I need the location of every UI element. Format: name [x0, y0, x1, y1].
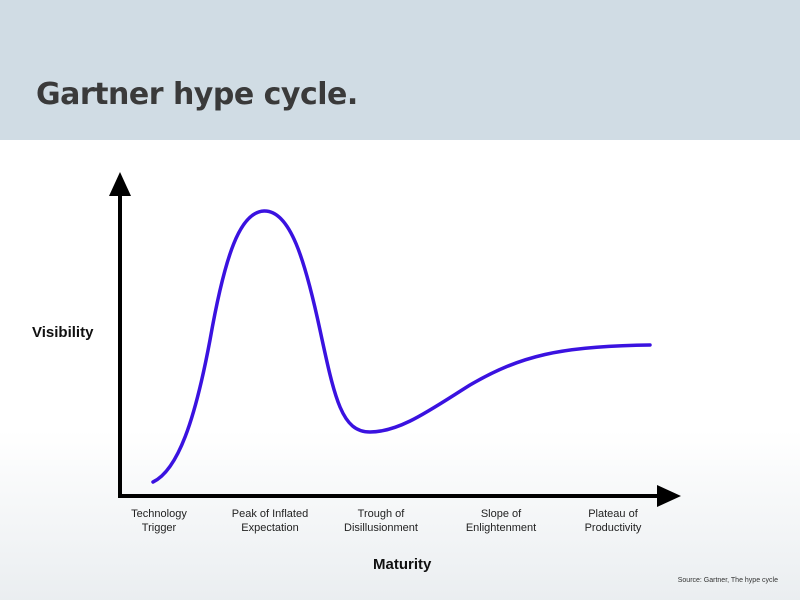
y-axis-arrowhead [109, 172, 131, 196]
x-axis-label: Maturity [373, 556, 432, 573]
phase-label-line: Trough of [357, 508, 405, 520]
slide-title: Gartner hype cycle. [36, 77, 358, 112]
phase-label-line: Productivity [584, 522, 642, 534]
phase-label-plateau: Plateau of Productivity [553, 507, 673, 535]
phase-label-line: Technology [131, 508, 187, 520]
phase-label-line: Peak of Inflated [231, 508, 309, 520]
background-gradient [0, 430, 800, 600]
phase-label-line: Disillusionment [344, 522, 418, 534]
phase-label-line: Plateau of [588, 508, 638, 520]
header-band [0, 0, 800, 140]
phase-label-line: Trigger [141, 522, 177, 534]
x-axis-arrowhead [657, 485, 681, 507]
phase-label-peak: Peak of Inflated Expectation [210, 507, 330, 535]
phase-label-slope: Slope of Enlightenment [441, 507, 561, 535]
phase-label-line: Slope of [480, 508, 522, 520]
hype-curve [151, 209, 652, 484]
source-note: Source: Gartner, The hype cycle [677, 577, 778, 584]
y-axis-label: Visibility [32, 324, 94, 341]
phase-label-line: Expectation [241, 522, 299, 534]
phase-label-trough: Trough of Disillusionment [321, 507, 441, 535]
phase-label-technology-trigger: Technology Trigger [99, 507, 219, 535]
phase-label-line: Enlightenment [465, 522, 537, 534]
